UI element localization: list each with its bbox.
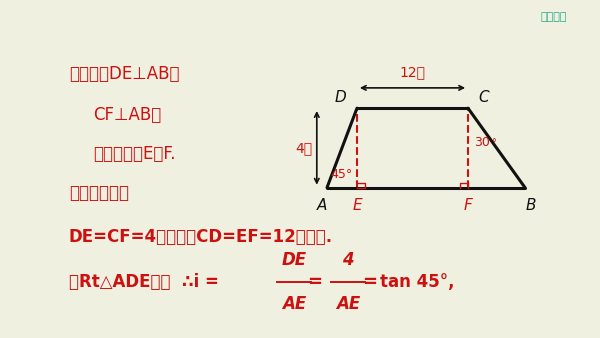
Text: 12米: 12米 (399, 66, 425, 79)
Text: 二一教育: 二一教育 (541, 12, 567, 22)
Text: DE: DE (281, 251, 307, 269)
Text: 解析：作DE⊥AB，: 解析：作DE⊥AB， (69, 65, 179, 83)
Text: 4: 4 (342, 251, 354, 269)
Text: =: = (308, 273, 323, 291)
Text: D: D (334, 90, 346, 105)
Text: 45°: 45° (330, 168, 352, 181)
Text: °: ° (491, 138, 496, 148)
Text: C: C (479, 90, 490, 105)
Text: 在Rt△ADE中，  ∴i =: 在Rt△ADE中， ∴i = (69, 273, 219, 291)
Text: CF⊥AB，: CF⊥AB， (93, 106, 161, 124)
Text: 由题意可知，: 由题意可知， (69, 184, 129, 202)
Text: DE=CF=4（米），CD=EF=12（米）.: DE=CF=4（米），CD=EF=12（米）. (69, 227, 333, 246)
Text: F: F (464, 198, 472, 213)
Text: A: A (316, 198, 327, 213)
Text: AE: AE (336, 295, 360, 313)
Text: 4米: 4米 (295, 141, 312, 155)
Text: 30: 30 (474, 136, 490, 149)
Text: 垂足分别为E，F.: 垂足分别为E，F. (93, 145, 176, 163)
Text: AE: AE (282, 295, 306, 313)
Text: tan 45°,: tan 45°, (380, 273, 454, 291)
Text: =: = (362, 273, 377, 291)
Text: B: B (525, 198, 536, 213)
Text: E: E (352, 198, 362, 213)
